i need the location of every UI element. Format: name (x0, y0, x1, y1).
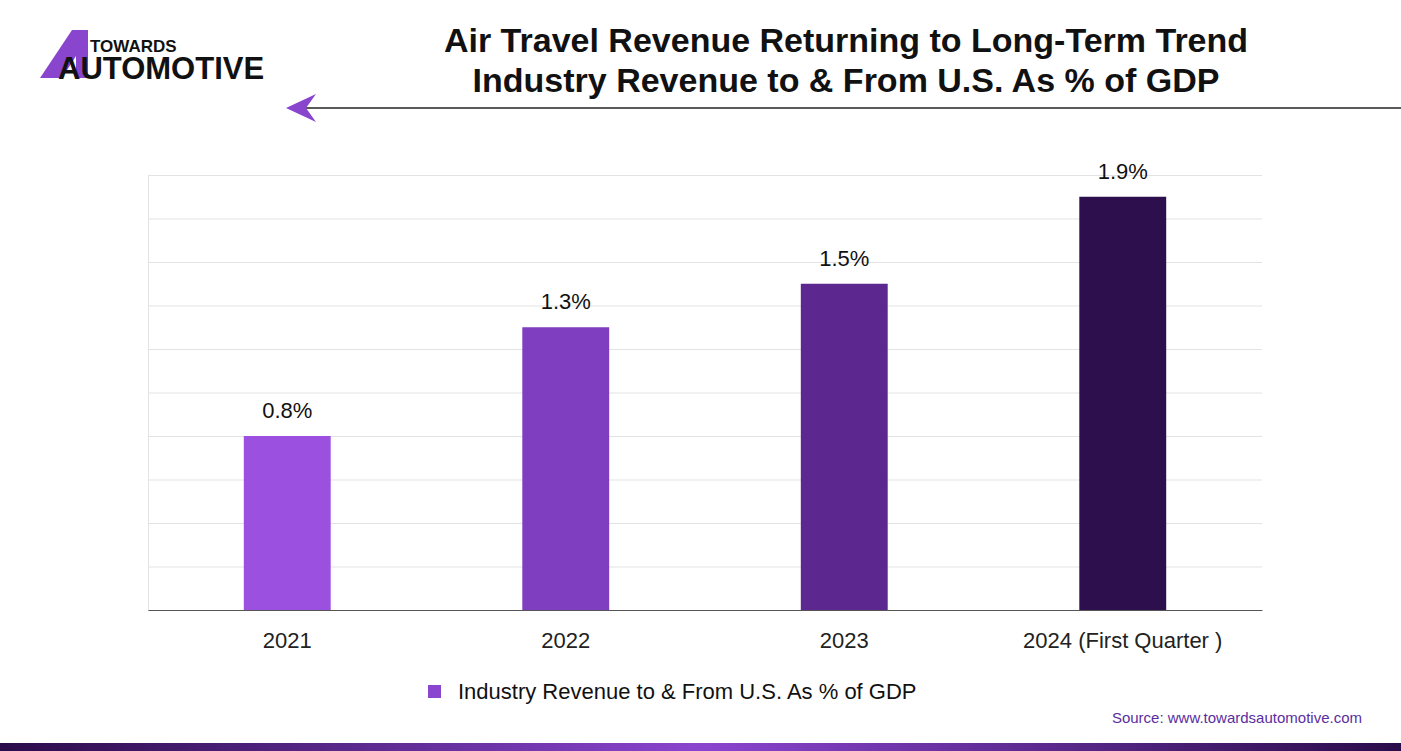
bar (244, 436, 331, 610)
divider-arrow (286, 94, 316, 122)
bar (1079, 197, 1166, 610)
x-tick: 2023 (820, 628, 869, 653)
data-label: 0.8% (262, 398, 312, 423)
source: Source: www.towardsautomotive.com (1112, 709, 1362, 726)
logo: TOWARDSAUTOMOTIVE (40, 30, 264, 86)
footer-stripe (0, 743, 1401, 751)
x-axis-line (149, 610, 1263, 611)
data-label: 1.3% (541, 289, 591, 314)
y-tick (148, 610, 1262, 611)
x-tick: 2021 (263, 628, 312, 653)
bar (522, 327, 609, 610)
grid-line (148, 175, 1262, 176)
bar (801, 284, 888, 610)
data-label: 1.9% (1098, 159, 1148, 184)
logo-text: AUTOMOTIVE (58, 51, 264, 86)
divider (300, 107, 1401, 109)
x-tick-label: 2024 (First Quarter ) (1023, 628, 1222, 653)
x-tick-label: 2022 (541, 628, 590, 653)
x-tick-label: 2023 (820, 628, 869, 653)
y-tick (148, 175, 1262, 176)
grid-line (148, 610, 1262, 611)
title: Industry Revenue to & From U.S. As % of … (473, 61, 1220, 99)
x-tick-label: 2021 (263, 628, 312, 653)
data-label: 1.5% (819, 246, 869, 271)
x-axis: 2021 2022 2023 2024 (First Quarter ) (149, 611, 1263, 653)
y-axis-line (149, 176, 1263, 611)
legend-swatch (428, 685, 441, 698)
title: Air Travel Revenue Returning to Long-Ter… (444, 21, 1248, 59)
y-axis (148, 176, 1262, 611)
bars (244, 197, 1166, 610)
legend: Industry Revenue to & From U.S. As % of … (428, 679, 917, 704)
legend-label: Industry Revenue to & From U.S. As % of … (458, 679, 917, 704)
data-labels: 0.8% 1.3% 1.5% 1.9% (262, 159, 1148, 423)
x-tick: 2024 (First Quarter ) (1023, 628, 1222, 653)
x-tick: 2022 (541, 628, 590, 653)
chart: TOWARDSAUTOMOTIVE Air Travel Revenue Retu… (0, 0, 1401, 751)
